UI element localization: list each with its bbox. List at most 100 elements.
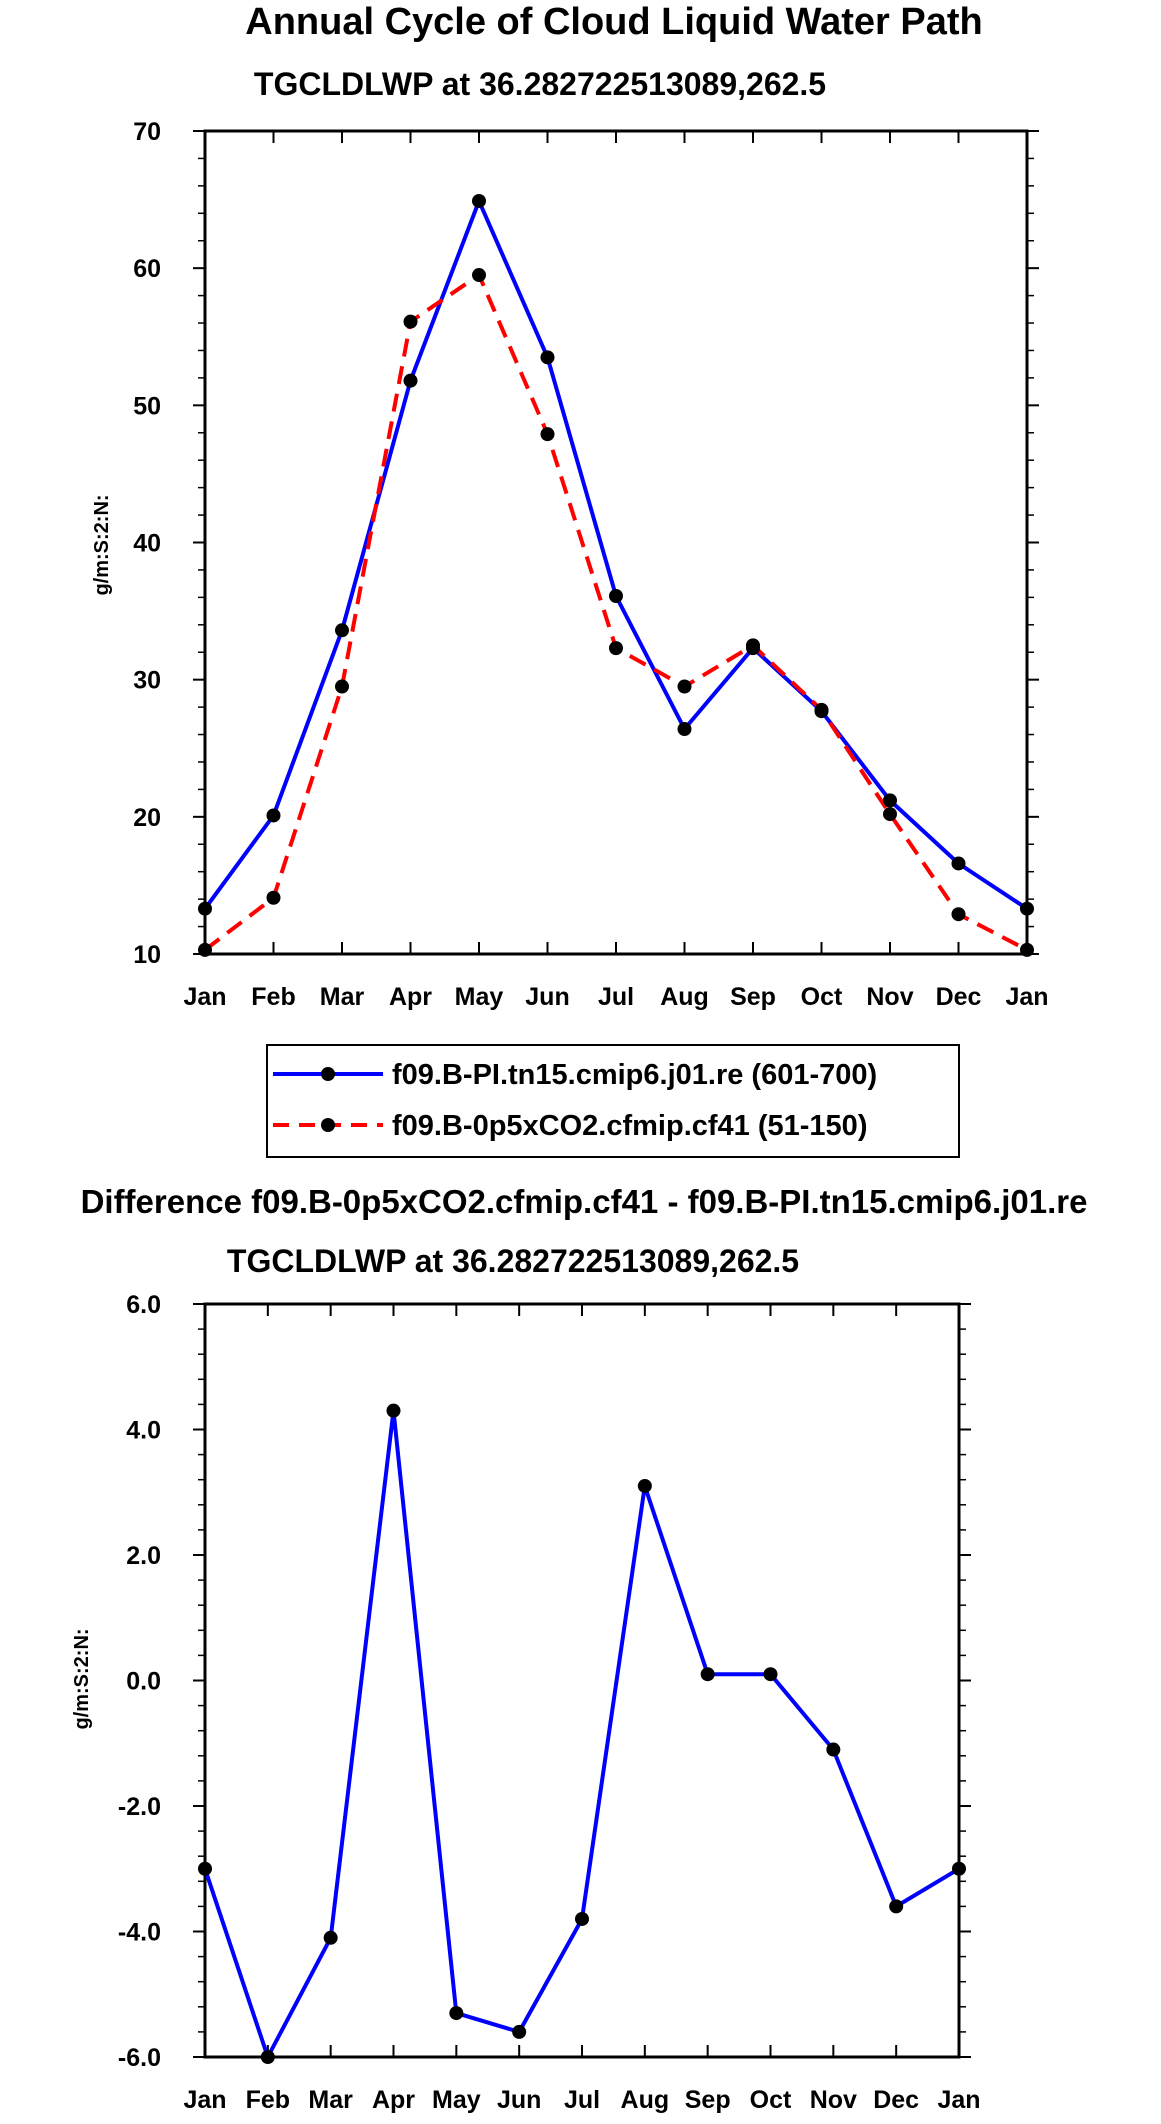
- chart1-y-tick-label: 70: [133, 118, 161, 146]
- chart2-series-1-point: [700, 1667, 715, 1682]
- chart1-y-tick-label: 50: [133, 392, 161, 420]
- chart2-x-tick-label: Jan: [937, 2086, 980, 2114]
- chart1-series-1-point: [609, 588, 623, 603]
- chart1-series-2-point: [951, 907, 966, 922]
- chart1-x-tick-label: Jan: [183, 983, 226, 1011]
- chart1-series-1-point: [266, 808, 281, 823]
- chart2-series-1-point: [512, 2024, 527, 2039]
- chart1-x-tick-label: Jan: [1005, 983, 1048, 1011]
- chart2-x-tick-label: Aug: [621, 2086, 670, 2114]
- chart1-series-2-point: [1020, 942, 1034, 957]
- chart2-tick-marks: [193, 1303, 971, 2058]
- chart2-series-1-point: [637, 1478, 652, 1493]
- chart1-series-2-point: [609, 641, 623, 656]
- chart2-title: Difference f09.B-0p5xCO2.cfmip.cf41 - f0…: [81, 1183, 1088, 1220]
- chart2-x-tick-label: Feb: [246, 2086, 290, 2114]
- chart1-series-1-line: [203, 199, 1029, 911]
- chart1-x-tick-label: Oct: [801, 983, 843, 1011]
- chart2-y-tick-label: 6.0: [126, 1291, 161, 1319]
- chart2-y-tick-label: -4.0: [118, 1919, 161, 1947]
- chart1-series-2-point: [746, 638, 760, 653]
- chart1-series-2-point: [472, 268, 486, 283]
- chart1-x-tick-label: Apr: [389, 983, 432, 1011]
- chart2-series-1-line: [203, 1408, 961, 2059]
- legend-frame: [266, 1044, 960, 1158]
- chart2-x-tick-label: Apr: [372, 2086, 415, 2114]
- chart1-series-1-point: [540, 350, 555, 365]
- chart1-series-1-point: [472, 193, 486, 208]
- difference-chart: Difference f09.B-0p5xCO2.cfmip.cf41 - f0…: [71, 1183, 1087, 2114]
- chart1-subtitle: TGCLDLWP at 36.282722513089,262.5: [254, 66, 826, 102]
- chart2-y-tick-label: 0.0: [126, 1668, 161, 1696]
- chart1-x-tick-label: Feb: [251, 983, 295, 1011]
- chart1-series-1-point: [403, 373, 418, 388]
- chart1-y-tick-labels: 10 20 30 40 50 60 70: [133, 118, 161, 969]
- chart2-y-tick-label: 2.0: [126, 1542, 161, 1570]
- chart2-x-tick-labels: Jan Feb Mar Apr May Jun Jul Aug Sep Oct Nov Dec Jan: [183, 2086, 980, 2114]
- chart1-tick-marks: [193, 130, 1039, 955]
- chart1-series-1-point: [951, 856, 966, 871]
- legend-marker-series-1: [321, 1067, 335, 1081]
- chart1-x-tick-label: Mar: [320, 983, 365, 1011]
- chart2-x-tick-label: Jan: [183, 2086, 226, 2114]
- chart1-x-tick-label: May: [455, 983, 504, 1011]
- chart1-series-2-point: [883, 807, 897, 822]
- chart2-series-1-point: [826, 1742, 841, 1757]
- chart1-x-tick-label: Jul: [598, 983, 634, 1011]
- chart1-x-tick-label: Jun: [525, 983, 569, 1011]
- chart1-title: Annual Cycle of Cloud Liquid Water Path: [245, 1, 983, 43]
- chart2-y-axis-label: g/m:S:2:N:: [71, 1628, 93, 1729]
- chart1-series-2-point: [677, 679, 692, 694]
- chart2-series: [198, 1403, 966, 2064]
- chart2-series-1-point: [198, 1861, 212, 1876]
- chart2-series-1-point: [260, 2050, 275, 2064]
- chart1-series-1-point: [335, 623, 349, 638]
- chart1-y-axis-label: g/m:S:2:N:: [91, 494, 113, 595]
- chart2-series-1-point: [575, 1911, 589, 1926]
- chart2-y-tick-labels: -6.0 -4.0 -2.0 0.0 2.0 4.0 6.0: [118, 1291, 161, 2072]
- chart1-x-tick-label: Sep: [730, 983, 776, 1011]
- chart2-series-1-point: [323, 1930, 338, 1945]
- chart1-y-tick-label: 60: [133, 255, 161, 283]
- chart1-legend: f09.B-PI.tn15.cmip6.j01.re (601-700) f09…: [266, 1044, 960, 1158]
- legend-label-series-1: f09.B-PI.tn15.cmip6.j01.re (601-700): [392, 1059, 877, 1091]
- chart2-y-tick-label: -6.0: [118, 2044, 161, 2072]
- legend-label-series-2: f09.B-0p5xCO2.cfmip.cf41 (51-150): [392, 1110, 867, 1142]
- chart1-series-1-point: [883, 793, 897, 808]
- chart2-plot-frame: [203, 1302, 961, 2059]
- chart2-y-tick-label: 4.0: [126, 1417, 161, 1445]
- chart2-x-tick-label: Jul: [564, 2086, 600, 2114]
- chart1-x-tick-label: Aug: [660, 983, 709, 1011]
- chart1-plot-frame: [203, 129, 1029, 956]
- legend-marker-series-2: [321, 1118, 335, 1132]
- chart1-x-tick-labels: Jan Feb Mar Apr May Jun Jul Aug Sep Oct Nov Dec Jan: [183, 983, 1048, 1011]
- chart2-series-1-point: [889, 1899, 904, 1914]
- chart2-x-tick-label: Dec: [873, 2086, 919, 2114]
- chart1-series-1-point: [198, 901, 212, 916]
- chart1-series-2-point: [814, 702, 829, 717]
- chart1-y-tick-label: 10: [133, 941, 161, 969]
- chart2-series-1-point: [952, 1861, 966, 1876]
- annual-cycle-chart: Annual Cycle of Cloud Liquid Water Path …: [91, 1, 1049, 1011]
- chart1-x-tick-label: Nov: [866, 983, 913, 1011]
- chart2-y-tick-label: -2.0: [118, 1793, 161, 1821]
- chart2-series-1-point: [449, 2006, 464, 2021]
- chart1-series-2-point: [403, 314, 418, 329]
- chart1-series-2-point: [266, 890, 281, 905]
- chart2-series-1-point: [386, 1403, 401, 1418]
- chart1-series-2-point: [198, 942, 212, 957]
- chart1-series: [198, 193, 1034, 957]
- chart2-x-tick-label: Nov: [810, 2086, 857, 2114]
- chart1-series-2-point: [335, 679, 349, 694]
- chart2-x-tick-label: Oct: [750, 2086, 792, 2114]
- chart2-x-tick-label: Jun: [497, 2086, 541, 2114]
- chart1-y-tick-label: 30: [133, 667, 161, 695]
- chart1-series-2-point: [540, 427, 555, 442]
- chart1-series-1-point: [1020, 901, 1034, 916]
- chart1-series-2-line: [203, 273, 1028, 952]
- chart2-x-tick-label: Mar: [308, 2086, 353, 2114]
- chart2-subtitle: TGCLDLWP at 36.282722513089,262.5: [227, 1243, 799, 1279]
- chart1-y-tick-label: 20: [133, 804, 161, 832]
- chart1-x-tick-label: Dec: [936, 983, 982, 1011]
